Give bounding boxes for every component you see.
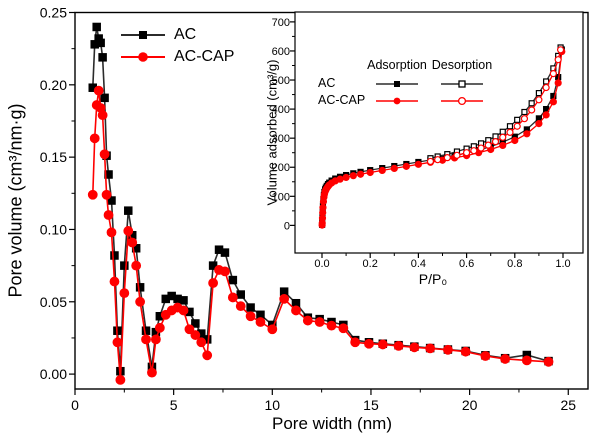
accap-line-circle-icon: [121, 52, 165, 62]
inset-x-tick-label: 0.8: [507, 258, 522, 270]
series-ac-cap-desorption-markers: [426, 46, 565, 166]
inset-y-tick-label: 200: [272, 162, 290, 174]
inset-legend-label-ac: AC: [318, 76, 336, 90]
main-axis-ticks: 0 5 10 15 20 250.000.050.100.150.200.25: [40, 5, 577, 414]
inset-y-tick-label: 400: [272, 104, 290, 116]
inset-x-tick-label: 0.2: [363, 258, 378, 270]
ac-adsorption-marker-icon: [376, 81, 418, 87]
inset-x-tick-label: 0.6: [459, 258, 474, 270]
inset-y-axis-title: Volume adsorbed (cm³/g): [264, 59, 280, 206]
main-x-tick-label: 25: [560, 397, 576, 413]
main-y-tick-label: 0.20: [40, 77, 67, 93]
inset-y-tick-label: 300: [272, 133, 290, 145]
inset-legend: Adsorption Desorption AC AC-CAP: [316, 56, 526, 110]
inset-y-tick-label: 500: [272, 75, 290, 87]
inset-y-tick-label: 0: [284, 220, 290, 232]
inset-y-tick-label: 600: [272, 46, 290, 58]
inset-y-tick-label: 700: [272, 17, 290, 29]
main-legend-label-accap: AC-CAP: [174, 48, 235, 65]
main-x-tick-label: 0: [71, 397, 79, 413]
main-y-tick-label: 0.05: [40, 294, 67, 310]
series-ac-cap: [87, 85, 554, 385]
inset-legend-label-accap: AC-CAP: [318, 93, 366, 107]
accap-desorption-marker-icon: [441, 96, 483, 106]
inset-legend-header-desorption: Desorption: [431, 58, 493, 72]
main-y-axis-title: Pore volume (cm³/nm·g): [5, 103, 26, 298]
inset-x-tick-label: 1.0: [555, 258, 570, 270]
main-x-tick-label: 20: [462, 397, 478, 413]
main-y-tick-label: 0.00: [40, 366, 67, 382]
ac-desorption-marker-icon: [441, 80, 483, 88]
inset-frame: [294, 11, 584, 254]
main-x-tick-label: 15: [363, 397, 379, 413]
inset-x-tick-label: 0.4: [411, 258, 426, 270]
series-ac-cap-desorption: [426, 46, 565, 166]
main-legend-entry-accap: AC-CAP: [120, 46, 234, 68]
inset-x-axis-title: P/P₀: [418, 271, 448, 287]
main-legend: AC AC-CAP: [120, 24, 234, 68]
ac-line-square-icon: [121, 31, 165, 39]
inset-y-tick-label: 100: [272, 191, 290, 203]
main-x-tick-label: 10: [265, 397, 281, 413]
main-y-tick-label: 0.15: [40, 149, 67, 165]
main-legend-entry-ac: AC: [120, 24, 234, 46]
main-legend-label-ac: AC: [174, 26, 197, 43]
main-y-tick-label: 0.25: [40, 5, 67, 21]
inset-plot: 0.0 0.2 0.4 0.6 0.8 1.0 0 100 200 300 400 500 600 700: [272, 11, 584, 270]
main-x-tick-label: 5: [170, 397, 178, 413]
accap-adsorption-marker-icon: [376, 97, 418, 105]
main-x-axis-title: Pore width (nm): [272, 414, 392, 433]
inset-x-tick-label: 0.0: [314, 258, 329, 270]
inset-axis-ticks: 0.0 0.2 0.4 0.6 0.8 1.0 0 100 200 300 400 500 600 700: [272, 17, 571, 270]
series-ac-cap-markers: [87, 85, 554, 385]
inset-legend-header-adsorption: Adsorption: [367, 58, 427, 72]
main-y-tick-label: 0.10: [40, 221, 67, 237]
